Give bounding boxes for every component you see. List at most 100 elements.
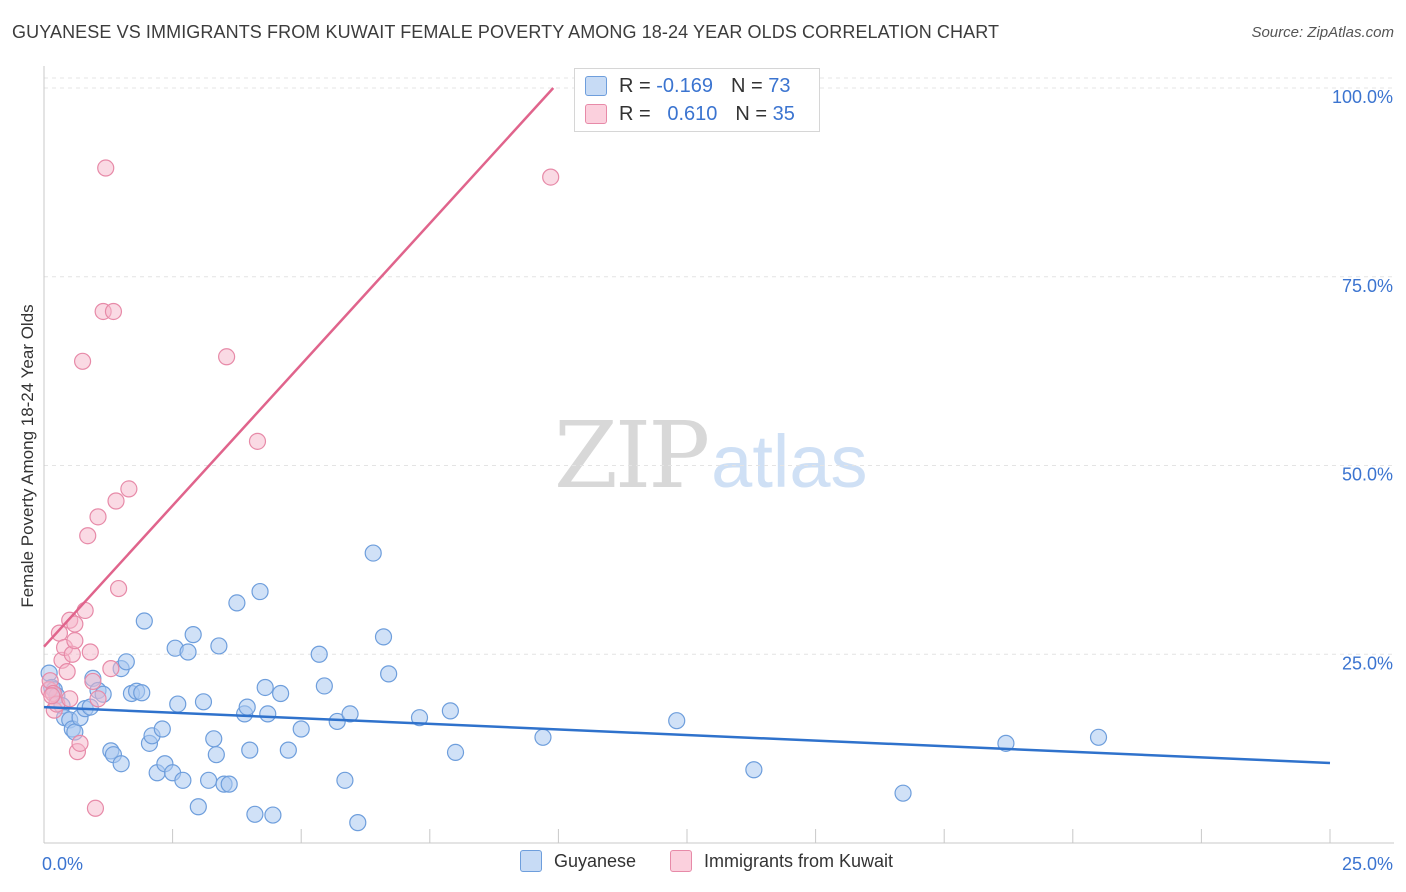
data-point-guyanese xyxy=(200,771,218,789)
series-legend: Guyanese Immigrants from Kuwait xyxy=(0,850,1406,878)
data-point-guyanese xyxy=(256,678,274,697)
data-point-guyanese xyxy=(228,594,246,612)
data-point-guyanese xyxy=(380,665,398,683)
kuwait-legend-label: Immigrants from Kuwait xyxy=(704,850,894,871)
data-point-guyanese xyxy=(341,705,359,723)
legend-r-value: -0.169 xyxy=(656,74,713,97)
data-point-kuwait xyxy=(61,690,79,708)
data-point-kuwait xyxy=(86,799,105,817)
watermark-atlas: atlas xyxy=(711,420,868,503)
data-point-kuwait xyxy=(71,734,89,752)
data-point-guyanese xyxy=(668,712,686,730)
data-point-guyanese xyxy=(194,693,213,711)
data-point-kuwait xyxy=(89,508,107,526)
data-point-guyanese xyxy=(117,653,135,671)
data-point-guyanese xyxy=(184,626,202,644)
data-point-guyanese xyxy=(251,582,269,601)
watermark-zip: ZIP xyxy=(554,402,710,509)
data-point-kuwait xyxy=(104,302,123,321)
y-tick-label: 50.0% xyxy=(1342,465,1393,485)
data-point-guyanese xyxy=(259,705,277,723)
grid-lines xyxy=(44,77,1394,655)
data-point-kuwait xyxy=(76,601,94,620)
data-point-kuwait xyxy=(89,690,107,708)
legend-r-value: 0.610 xyxy=(667,102,718,125)
data-point-guyanese xyxy=(997,734,1015,752)
legend-n-value: 35 xyxy=(772,102,795,125)
data-point-guyanese xyxy=(153,720,171,738)
series-kuwait xyxy=(40,159,560,817)
data-point-guyanese xyxy=(210,637,228,655)
data-point-guyanese xyxy=(264,806,282,824)
kuwait-swatch xyxy=(585,104,607,124)
data-point-guyanese xyxy=(328,712,346,731)
data-point-kuwait xyxy=(81,643,99,661)
data-point-kuwait xyxy=(66,632,84,650)
data-point-guyanese xyxy=(272,684,290,703)
data-point-kuwait xyxy=(542,168,560,186)
data-point-kuwait xyxy=(218,348,236,366)
data-point-guyanese xyxy=(336,771,354,789)
axes xyxy=(43,66,1394,844)
data-point-kuwait xyxy=(43,687,61,705)
data-point-guyanese xyxy=(364,544,382,562)
tick-labels: 25.0% 50.0% 75.0% 100.0% 0.0% 25.0% xyxy=(42,87,1393,874)
data-point-guyanese xyxy=(207,746,225,764)
legend-n-label: N = xyxy=(735,102,768,125)
data-point-guyanese xyxy=(189,798,207,816)
data-point-guyanese xyxy=(441,702,459,720)
data-point-guyanese xyxy=(169,695,187,713)
data-point-guyanese xyxy=(310,645,328,663)
data-point-guyanese xyxy=(534,728,552,746)
data-point-kuwait xyxy=(97,159,115,177)
source-label: Source: ZipAtlas.com xyxy=(1251,24,1394,41)
data-point-guyanese xyxy=(315,677,333,695)
guyanese-swatch xyxy=(585,76,607,96)
data-point-guyanese xyxy=(446,743,465,762)
data-point-kuwait xyxy=(50,624,69,642)
data-point-guyanese xyxy=(220,775,238,793)
guyanese-legend-label: Guyanese xyxy=(554,850,637,871)
stats-legend: R = -0.169 N = 73 R = 0.610 N = 35 xyxy=(574,68,820,132)
legend-r-label: R = xyxy=(619,74,651,97)
data-point-kuwait xyxy=(84,672,102,691)
data-point-kuwait xyxy=(120,480,138,498)
trend-lines xyxy=(43,87,1331,765)
data-point-guyanese xyxy=(279,741,297,759)
trend-line-kuwait xyxy=(43,87,555,648)
series-guyanese xyxy=(40,544,1108,832)
legend-row-guyanese: R = -0.169 N = 73 xyxy=(585,74,790,98)
data-point-guyanese xyxy=(410,709,429,727)
x-tick-label: 0.0% xyxy=(42,854,83,874)
data-point-kuwait xyxy=(58,663,76,681)
data-point-guyanese xyxy=(292,720,310,738)
legend-item-guyanese: Guyanese xyxy=(520,850,636,872)
data-point-kuwait xyxy=(66,615,84,633)
watermark: ZIPatlas xyxy=(554,402,867,509)
data-point-kuwait xyxy=(248,432,267,450)
guyanese-legend-swatch xyxy=(520,850,542,872)
data-point-guyanese xyxy=(1089,728,1108,746)
data-point-guyanese xyxy=(246,805,264,823)
x-tick-label: 25.0% xyxy=(1342,854,1393,874)
data-point-kuwait xyxy=(79,527,97,545)
chart-title: GUYANESE VS IMMIGRANTS FROM KUWAIT FEMAL… xyxy=(12,22,1000,42)
y-tick-label: 75.0% xyxy=(1342,276,1393,296)
legend-n-label: N = xyxy=(730,74,763,97)
data-point-guyanese xyxy=(374,628,393,646)
trend-line-guyanese xyxy=(43,705,1331,765)
data-point-kuwait xyxy=(107,492,125,510)
data-point-guyanese xyxy=(241,741,259,759)
kuwait-legend-swatch xyxy=(670,850,692,872)
data-point-guyanese xyxy=(745,761,763,779)
data-point-guyanese xyxy=(894,784,912,802)
data-point-guyanese xyxy=(112,755,130,773)
data-point-guyanese xyxy=(238,698,256,716)
data-point-guyanese xyxy=(349,814,367,832)
data-point-kuwait xyxy=(109,579,128,598)
data-point-guyanese xyxy=(135,612,153,630)
legend-item-kuwait: Immigrants from Kuwait xyxy=(670,850,893,872)
legend-n-value: 73 xyxy=(768,74,791,97)
y-tick-label: 100.0% xyxy=(1332,87,1393,107)
data-point-guyanese xyxy=(174,771,192,789)
